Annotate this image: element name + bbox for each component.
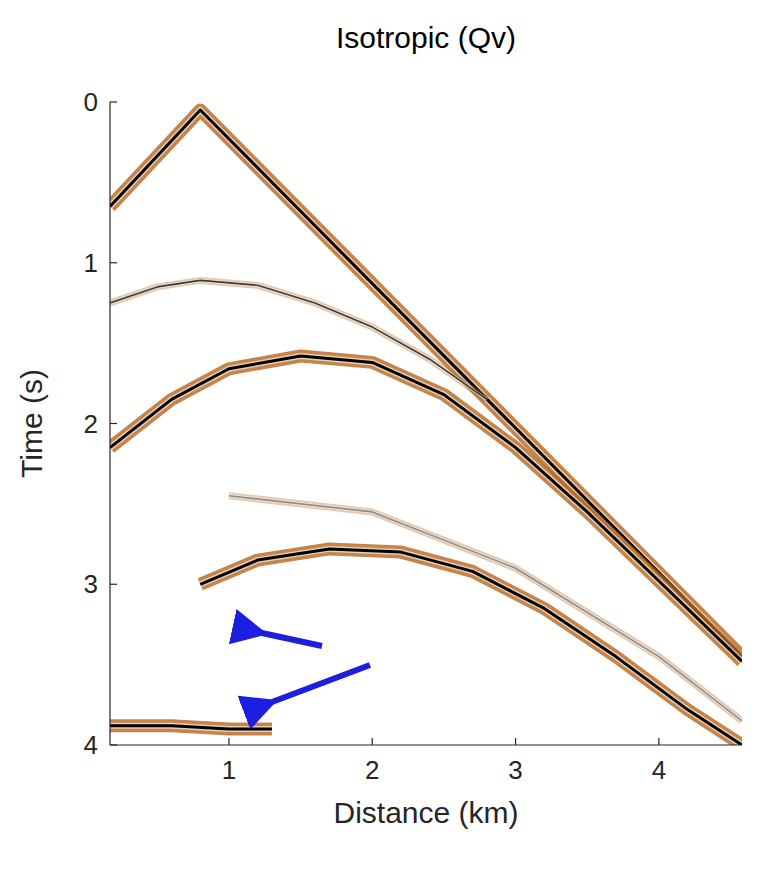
chart: 1 2 3 4 0 1 2 3 4 Distance (km) Time (s) Isotropic … bbox=[0, 0, 758, 871]
plot-area bbox=[110, 110, 742, 745]
event-gap bbox=[229, 496, 742, 721]
event-line bbox=[229, 496, 742, 721]
y-tick-label: 3 bbox=[84, 569, 98, 599]
event-halo bbox=[110, 726, 272, 729]
y-tick bbox=[110, 101, 117, 102]
y-tick-label: 0 bbox=[84, 87, 98, 117]
y-axis-title: Time (s) bbox=[15, 369, 48, 478]
y-tick bbox=[110, 584, 117, 585]
x-tick bbox=[515, 738, 516, 745]
x-tick-label: 4 bbox=[652, 755, 666, 785]
x-axis bbox=[110, 744, 742, 745]
event-line bbox=[110, 356, 742, 661]
y-tick bbox=[110, 262, 117, 263]
event-line bbox=[200, 549, 742, 745]
arrow bbox=[272, 665, 370, 702]
x-tick bbox=[372, 738, 373, 745]
title: Isotropic (Qv) bbox=[336, 21, 516, 54]
y-tick bbox=[110, 744, 117, 745]
event-gap bbox=[110, 356, 742, 661]
event-gap bbox=[110, 726, 272, 729]
arrow bbox=[262, 633, 322, 646]
x-tick-label: 3 bbox=[508, 755, 522, 785]
y-tick bbox=[110, 423, 117, 424]
background bbox=[0, 0, 758, 871]
event-halo bbox=[110, 356, 742, 661]
event-halo bbox=[229, 496, 742, 721]
x-tick-label: 1 bbox=[222, 755, 236, 785]
event-halo bbox=[200, 549, 742, 745]
y-tick-label: 4 bbox=[84, 730, 98, 760]
event-line bbox=[110, 726, 272, 729]
y-tick-label: 1 bbox=[84, 248, 98, 278]
x-axis-title: Distance (km) bbox=[333, 796, 518, 829]
x-tick bbox=[228, 738, 229, 745]
event-gap bbox=[200, 549, 742, 745]
y-tick-label: 2 bbox=[84, 409, 98, 439]
x-tick bbox=[658, 738, 659, 745]
x-tick-label: 2 bbox=[365, 755, 379, 785]
